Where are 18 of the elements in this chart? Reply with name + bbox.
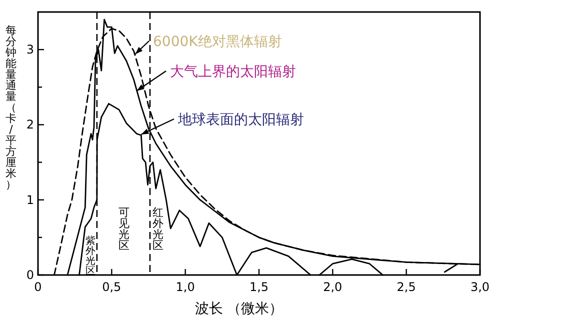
annotation: 6000K绝对黑体辐射 [153, 34, 282, 50]
annotation: 大气上界的太阳辐射 [170, 64, 296, 80]
x-tick-label: 2,0 [323, 280, 342, 294]
x-tick-label: 1,5 [249, 280, 269, 294]
x-axis-title: 波长 （微米） [194, 301, 284, 317]
x-tick-label: 1,0 [176, 280, 195, 294]
y-tick-label: 0 [26, 268, 34, 282]
region-label: 可见光区 [118, 206, 130, 252]
y-tick-label: 3 [26, 42, 34, 57]
x-tick-label: 2,5 [396, 280, 416, 294]
y-axis-title: 每分钟能量通量（卡/平方厘米） [6, 24, 16, 191]
x-tick-label: 0,5 [102, 280, 122, 294]
region-label: 红外光区 [152, 206, 164, 252]
annotation: 地球表面的太阳辐射 [177, 112, 304, 128]
y-tick-label: 2 [26, 118, 34, 132]
x-tick-label: 3,0 [470, 280, 490, 294]
region-label: 紫外光区 [86, 236, 96, 277]
y-tick-label: 1 [26, 192, 34, 207]
